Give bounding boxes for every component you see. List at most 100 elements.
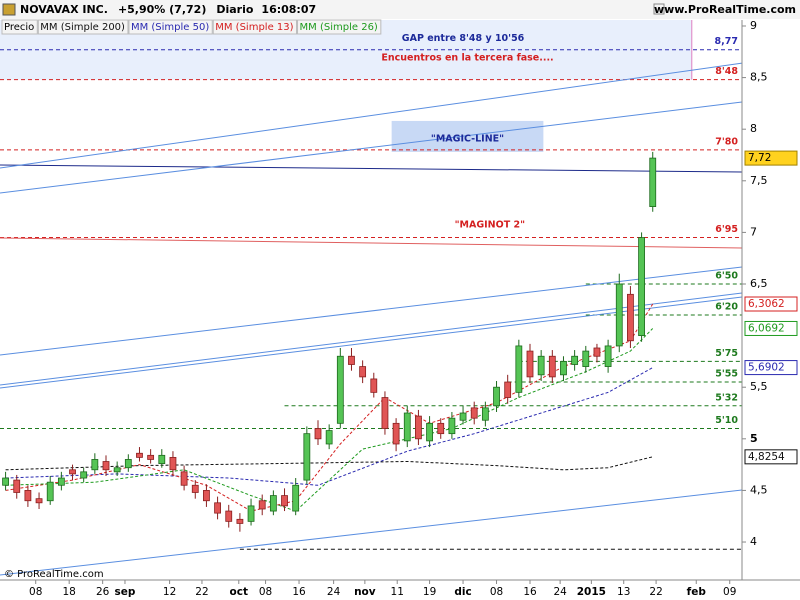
- header: NOVAVAX INC. +5,90% (7,72) Diario 16:08:07: [20, 3, 316, 16]
- level-label: 8'48: [715, 66, 738, 77]
- candle-body: [314, 428, 322, 440]
- level-label: 6'50: [715, 271, 738, 282]
- x-tick-label: nov: [354, 586, 376, 598]
- candle-body: [325, 430, 333, 445]
- candle-body: [91, 459, 99, 471]
- axes: 9 8,5 8 7,5 7 6,5 5,5 5 4,5 4 08 18 26 sep 12 22 oct 08 16…: [0, 19, 800, 598]
- candle-body: [180, 471, 188, 486]
- candle-body: [593, 347, 601, 357]
- candle-body: [638, 237, 645, 337]
- candle-body: [225, 510, 233, 522]
- candle-body: [35, 498, 43, 504]
- candle-body: [392, 422, 400, 445]
- moving-average: [5, 303, 654, 512]
- candle-body: [537, 355, 545, 376]
- last-price-label: 7,72: [748, 152, 771, 164]
- candle-body: [403, 412, 411, 442]
- candle-body: [370, 378, 378, 393]
- x-tick-label: 09: [723, 586, 736, 598]
- x-tick-label: 08: [259, 586, 272, 598]
- candle-body: [336, 355, 344, 424]
- x-tick-label: feb: [687, 586, 707, 598]
- y-tick-label: 6,5: [750, 277, 768, 290]
- candle-body: [69, 469, 76, 475]
- x-tick-label: 13: [617, 586, 630, 598]
- candle-body: [582, 350, 590, 367]
- legend-box: [37, 19, 129, 35]
- source: www.ProRealTime.com: [654, 3, 796, 16]
- candle-body: [604, 345, 612, 367]
- candle-body: [203, 490, 210, 502]
- candle-body: [526, 350, 534, 378]
- candle-body: [214, 502, 221, 514]
- y-tick-label: 8,5: [750, 71, 768, 84]
- header-bar: [0, 0, 800, 19]
- candle-body: [504, 381, 512, 398]
- x-tick-label: 16: [523, 586, 537, 598]
- trendline: [0, 62, 743, 169]
- candle-body: [247, 505, 255, 522]
- legend-label: MM (Simple 50): [131, 22, 209, 33]
- candle-body: [303, 433, 311, 481]
- x-tick-label: 2015: [577, 586, 606, 598]
- x-tick-label: 16: [292, 586, 306, 598]
- period: Diario: [216, 3, 254, 16]
- trendline: [0, 101, 743, 194]
- change: +5,90% (7,72): [118, 3, 206, 16]
- x-tick-label: 26: [96, 586, 110, 598]
- y-tick-label: 9: [750, 19, 757, 32]
- candle-body: [46, 481, 54, 502]
- candle-body: [649, 157, 657, 207]
- annotation: "MAGINOT 2": [455, 220, 526, 231]
- level-label: 5'32: [715, 392, 738, 403]
- candle-body: [158, 454, 166, 464]
- candle-body: [269, 495, 277, 512]
- x-tick-label: 24: [327, 586, 341, 598]
- candle-body: [459, 412, 467, 421]
- annotation: GAP entre 8'48 y 10'56: [402, 33, 525, 44]
- x-tick-label: oct: [230, 586, 248, 598]
- ma-last-label: 6,0692: [748, 322, 785, 334]
- trendline: [0, 237, 743, 249]
- candle-body: [292, 484, 300, 512]
- candle-body: [102, 461, 110, 471]
- ma-last-label-box: [744, 296, 798, 312]
- candle-body: [236, 518, 244, 524]
- ma-last-label-box: [744, 449, 798, 465]
- candle-body: [258, 500, 266, 510]
- level-label: 6'95: [715, 224, 738, 235]
- ma-last-label: 5,6902: [748, 362, 785, 374]
- time: 16:08:07: [261, 3, 316, 16]
- x-tick-label: 22: [195, 586, 208, 598]
- legend-label: MM (Simple 200): [40, 22, 125, 33]
- legend: Precio MM (Simple 200) MM (Simple 50) MM (S…: [1, 19, 382, 35]
- legend-label: MM (Simple 26): [300, 22, 378, 33]
- ma-last-label-box: [744, 360, 798, 376]
- candle-body: [147, 454, 155, 460]
- y-tick-label: 8: [750, 122, 757, 135]
- level-label: 5'75: [715, 348, 738, 359]
- trendline: [0, 489, 743, 576]
- y-tick-label: 7,5: [750, 174, 768, 187]
- icon: [2, 3, 16, 16]
- candle-body: [426, 422, 433, 442]
- candle-body: [560, 361, 567, 376]
- candle-body: [381, 397, 389, 429]
- x-tick-label: 11: [391, 586, 404, 598]
- legend-box: [128, 19, 213, 35]
- ma-last-label: 4,8254: [748, 451, 785, 463]
- candle-body: [481, 407, 489, 421]
- legend-label: MM (Simple 13): [215, 22, 293, 33]
- candle-body: [627, 293, 634, 342]
- candle-body: [169, 456, 177, 471]
- y-tick-label: 5: [750, 432, 758, 445]
- candle-body: [437, 422, 445, 435]
- zone: [391, 120, 544, 152]
- level-label: 8,77: [715, 36, 738, 47]
- candle-body: [571, 355, 579, 365]
- candle-body: [548, 355, 556, 378]
- x-tick-label: 12: [163, 586, 176, 598]
- icon: [653, 3, 665, 15]
